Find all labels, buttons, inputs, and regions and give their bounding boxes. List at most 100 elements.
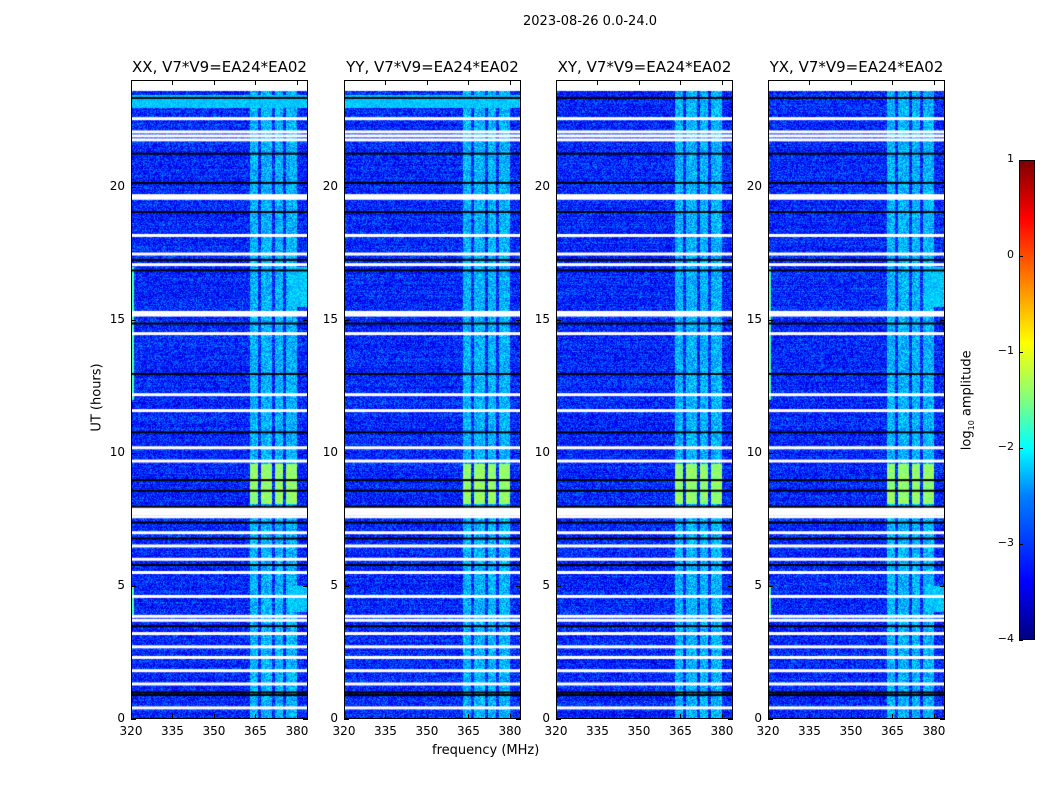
x-tick-mark <box>509 80 511 85</box>
x-tick-label: 365 <box>244 724 267 738</box>
x-tick-mark <box>468 714 470 719</box>
y-tick-mark <box>768 452 773 454</box>
y-tick-mark <box>556 319 561 321</box>
y-tick-label: 15 <box>109 311 125 326</box>
y-tick-mark <box>728 186 733 188</box>
y-tick-label: 20 <box>109 178 125 193</box>
y-tick-mark <box>768 585 773 587</box>
x-tick-mark <box>680 80 682 85</box>
heatmap-panel <box>556 80 733 719</box>
y-tick-label: 0 <box>330 711 338 725</box>
y-axis-label: UT (hours) <box>89 363 105 432</box>
colorbar-tick-label: 1 <box>1007 152 1014 165</box>
y-tick-mark <box>940 719 945 720</box>
y-tick-mark <box>516 719 521 720</box>
x-tick-label: 365 <box>457 724 480 738</box>
x-tick-mark <box>468 80 470 85</box>
y-tick-mark <box>344 319 349 321</box>
panel-title: YY, V7*V9=EA24*EA02 <box>346 58 519 76</box>
x-tick-mark <box>597 80 599 85</box>
x-tick-mark <box>721 80 723 85</box>
y-tick-mark <box>728 719 733 720</box>
x-tick-mark <box>213 714 215 719</box>
x-tick-label: 320 <box>544 724 568 738</box>
y-tick-mark <box>344 186 349 188</box>
x-tick-label: 365 <box>669 724 692 738</box>
x-tick-label: 335 <box>798 724 821 738</box>
x-tick-mark <box>892 714 894 719</box>
x-tick-mark <box>721 714 723 719</box>
colorbar-tick-mark <box>1019 640 1023 641</box>
x-tick-mark <box>556 80 557 85</box>
x-tick-mark <box>172 80 174 85</box>
colorbar-tick-mark <box>1019 256 1023 257</box>
colorbar-tick-label: −4 <box>997 632 1014 645</box>
y-tick-mark <box>516 452 521 454</box>
y-tick-mark <box>556 452 561 454</box>
x-tick-label: 350 <box>839 724 863 738</box>
heatmap-image <box>557 81 732 718</box>
y-tick-mark <box>344 452 349 454</box>
y-tick-mark <box>303 719 308 720</box>
x-tick-mark <box>933 80 935 85</box>
x-tick-label: 320 <box>756 724 780 738</box>
y-tick-mark <box>344 585 349 587</box>
y-tick-label: 5 <box>330 577 338 592</box>
y-tick-label: 10 <box>109 444 125 459</box>
y-tick-mark <box>516 585 521 587</box>
y-tick-label: 5 <box>117 577 125 592</box>
x-tick-label: 380 <box>922 724 946 738</box>
colorbar <box>1019 160 1035 640</box>
x-tick-label: 335 <box>161 724 184 738</box>
x-tick-label: 335 <box>374 724 397 738</box>
y-tick-label: 10 <box>322 444 338 459</box>
heatmap-panel <box>131 80 308 719</box>
y-tick-mark <box>303 452 308 454</box>
y-tick-mark <box>556 186 561 188</box>
colorbar-tick-label: −2 <box>997 440 1014 453</box>
panel-title: XY, V7*V9=EA24*EA02 <box>557 58 732 76</box>
y-tick-mark <box>556 585 561 587</box>
x-tick-mark <box>509 714 511 719</box>
y-tick-mark <box>131 452 136 454</box>
x-tick-label: 350 <box>627 724 651 738</box>
x-tick-mark <box>768 80 769 85</box>
x-tick-mark <box>768 714 769 719</box>
y-tick-label: 15 <box>534 311 550 326</box>
x-tick-mark <box>850 714 852 719</box>
y-tick-label: 20 <box>746 178 762 193</box>
y-tick-label: 5 <box>754 577 762 592</box>
y-tick-mark <box>728 452 733 454</box>
heatmap-panel <box>344 80 521 719</box>
y-tick-label: 10 <box>534 444 550 459</box>
x-tick-label: 380 <box>285 724 309 738</box>
x-tick-mark <box>933 714 935 719</box>
y-tick-label: 0 <box>754 711 762 725</box>
y-tick-label: 20 <box>322 178 338 193</box>
x-tick-label: 380 <box>498 724 522 738</box>
x-tick-mark <box>426 714 428 719</box>
y-tick-mark <box>131 319 136 321</box>
y-tick-mark <box>940 186 945 188</box>
y-tick-mark <box>728 319 733 321</box>
x-tick-mark <box>255 714 257 719</box>
x-tick-mark <box>556 714 557 719</box>
y-tick-label: 0 <box>117 711 125 725</box>
y-tick-label: 0 <box>542 711 550 725</box>
x-tick-label: 335 <box>586 724 609 738</box>
x-tick-mark <box>426 80 428 85</box>
panel-title: YX, V7*V9=EA24*EA02 <box>769 58 944 76</box>
heatmap-image <box>769 81 944 718</box>
x-tick-mark <box>296 714 298 719</box>
colorbar-tick-mark <box>1019 448 1023 449</box>
y-tick-label: 15 <box>322 311 338 326</box>
x-tick-mark <box>344 80 345 85</box>
x-tick-mark <box>296 80 298 85</box>
colorbar-tick-mark <box>1019 352 1023 353</box>
y-tick-mark <box>131 719 136 720</box>
y-tick-mark <box>940 319 945 321</box>
y-tick-mark <box>516 186 521 188</box>
y-tick-mark <box>516 319 521 321</box>
colorbar-label: log10 amplitude <box>959 350 977 451</box>
